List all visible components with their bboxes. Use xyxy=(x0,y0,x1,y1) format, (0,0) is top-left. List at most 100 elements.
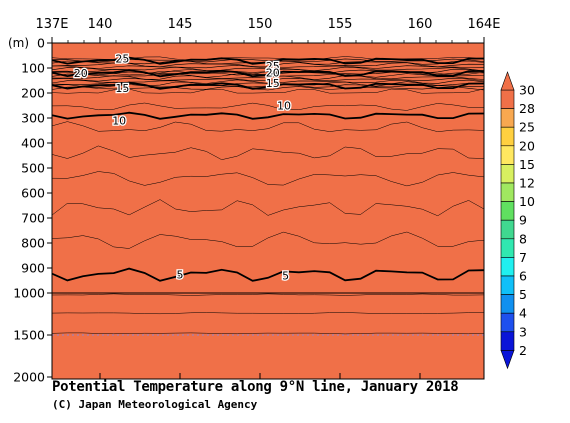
colorbar-label: 20 xyxy=(519,138,535,153)
svg-text:5: 5 xyxy=(177,268,184,281)
y-axis: 0 100 200 300 400 500 600 700 800 900 1000 1500 2000 xyxy=(13,36,52,385)
colorbar-swatch xyxy=(500,108,515,128)
y-tick-label: 900 xyxy=(21,261,45,276)
contour-line-15 xyxy=(52,81,484,90)
contour-labels: 252015252015101055 xyxy=(73,51,293,284)
colorbar-label: 5 xyxy=(519,287,527,302)
contour-label: 5 xyxy=(281,268,291,284)
colorbar-label: 10 xyxy=(519,194,535,209)
colorbar-swatch xyxy=(500,331,515,351)
contour-line xyxy=(52,312,484,315)
contour-line-thermocline xyxy=(52,64,484,69)
colorbar-swatch xyxy=(500,201,515,221)
y-tick-label: 600 xyxy=(21,186,45,201)
contour-label: 10 xyxy=(111,113,128,129)
x-tick-label: 137E xyxy=(35,17,68,32)
colorbar-label: 4 xyxy=(519,306,527,321)
contour-line-20 xyxy=(52,69,484,78)
colorbar-label: 7 xyxy=(519,250,527,265)
y-tick-label: 200 xyxy=(21,86,45,101)
x-tick-label: 164E xyxy=(467,17,500,32)
contour-label: 10 xyxy=(276,98,293,114)
contour-line xyxy=(52,121,484,132)
plot-frame xyxy=(51,42,485,380)
contour-line xyxy=(52,171,484,187)
colorbar-label: 6 xyxy=(519,269,527,284)
svg-text:25: 25 xyxy=(115,53,129,66)
svg-text:25: 25 xyxy=(266,60,280,73)
colorbar-label: 15 xyxy=(519,157,535,172)
contour-label: 25 xyxy=(114,51,131,67)
color-band-30 xyxy=(52,43,484,61)
colorbar-swatch xyxy=(500,145,515,165)
svg-text:20: 20 xyxy=(266,67,280,80)
color-bands xyxy=(52,43,484,379)
y-tick-label: 300 xyxy=(21,111,45,126)
svg-text:10: 10 xyxy=(277,100,291,113)
colorbar-top-arrow xyxy=(500,71,515,91)
contour-line-thermocline xyxy=(52,75,484,81)
chart-title: Potential Temperature along 9°N line, Ja… xyxy=(52,379,459,395)
contour-line-thermocline xyxy=(52,86,484,91)
contour-line-25 xyxy=(52,56,484,65)
contour-line-10 xyxy=(52,111,484,120)
colorbar-label: 28 xyxy=(519,101,535,116)
y-tick-label: 2000 xyxy=(13,370,45,385)
colorbar-swatch xyxy=(500,275,515,295)
colorbar: 30 28 25 20 15 12 10 9 8 7 6 5 4 3 2 xyxy=(500,71,535,370)
contour-line xyxy=(52,293,484,296)
x-tick-label: 155 xyxy=(328,17,353,32)
contour-line-thermocline xyxy=(52,58,484,63)
contour-label: 25 xyxy=(265,59,282,75)
y-tick-label: 700 xyxy=(21,211,45,226)
colorbar-swatch xyxy=(500,219,515,240)
contour-lines xyxy=(52,56,484,336)
y-tick-label: 500 xyxy=(21,161,45,176)
colorbar-swatch xyxy=(500,182,515,202)
x-tick-label: 150 xyxy=(248,17,273,32)
colorbar-label: 8 xyxy=(519,231,527,246)
svg-text:20: 20 xyxy=(74,67,88,80)
colorbar-swatch xyxy=(500,126,515,147)
contour-line xyxy=(52,332,484,335)
contour-line-thermocline xyxy=(52,84,484,88)
contour-label: 5 xyxy=(175,267,185,283)
y-tick-label: 800 xyxy=(21,236,45,251)
y-unit-label: (m) xyxy=(8,36,29,50)
contour-line-thermocline xyxy=(52,73,484,78)
contour-label: 20 xyxy=(73,66,90,82)
contour-line xyxy=(52,145,484,160)
contour-line xyxy=(52,231,484,249)
contour-line xyxy=(52,199,484,217)
colorbar-label: 25 xyxy=(519,120,535,135)
contour-line xyxy=(52,88,484,94)
svg-text:15: 15 xyxy=(115,82,129,95)
color-band-28 xyxy=(52,56,484,379)
plot-area xyxy=(52,43,484,379)
y-tick-label: 1500 xyxy=(13,328,45,343)
colorbar-bottom-arrow xyxy=(500,350,515,370)
y-tick-label: 1000 xyxy=(13,286,45,301)
contour-label: 15 xyxy=(114,81,131,97)
x-tick-label: 140 xyxy=(88,17,113,32)
colorbar-label: 3 xyxy=(519,324,527,339)
y-tick-label: 100 xyxy=(21,61,45,76)
svg-text:5: 5 xyxy=(282,270,289,283)
colorbar-swatch xyxy=(500,238,515,258)
contour-line-thermocline xyxy=(52,62,484,68)
colorbar-label: 9 xyxy=(519,213,527,228)
colorbar-label: 2 xyxy=(519,343,527,358)
x-tick-label: 145 xyxy=(168,17,193,32)
y-tick-label: 0 xyxy=(37,36,45,51)
x-tick-label: 160 xyxy=(408,17,433,32)
svg-text:15: 15 xyxy=(266,77,280,90)
contour-label: 15 xyxy=(265,76,282,92)
contour-line xyxy=(52,102,484,111)
contour-label: 20 xyxy=(265,65,282,81)
chart-credit: (C) Japan Meteorological Agency xyxy=(52,398,258,411)
contour-line-thermocline xyxy=(52,77,484,82)
x-axis: 137E 140 145 150 155 160 164E xyxy=(35,17,501,379)
colorbar-swatch xyxy=(500,257,515,277)
svg-text:10: 10 xyxy=(112,115,126,128)
